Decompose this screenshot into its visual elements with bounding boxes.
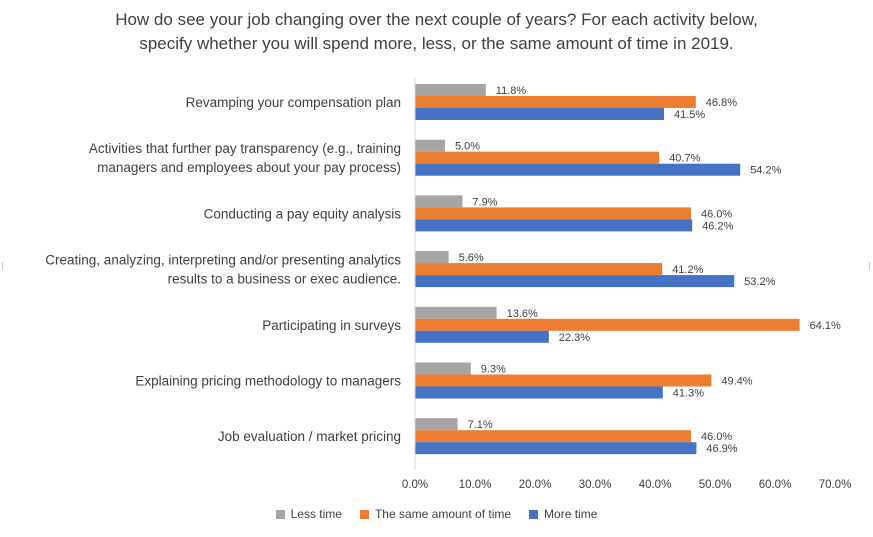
bar-less-time: [415, 362, 471, 375]
legend-label-less-time: Less time: [290, 507, 342, 521]
x-tick-label: 20.0%: [519, 479, 552, 491]
legend-swatch-less-time: [275, 509, 285, 519]
data-label: 41.5%: [674, 109, 705, 121]
category-label: Activities that further pay transparency…: [89, 141, 401, 156]
data-label: 7.9%: [472, 196, 497, 208]
bar-less-time: [415, 251, 449, 264]
x-tick-label: 50.0%: [699, 479, 732, 491]
category-label: Conducting a pay equity analysis: [204, 206, 402, 221]
bar-more-time: [415, 330, 549, 343]
bar-the-same-amount-of-time: [415, 96, 696, 108]
category-label: results to a business or exec audience.: [168, 272, 401, 287]
data-label: 5.6%: [459, 252, 484, 264]
data-label: 54.2%: [750, 165, 781, 177]
data-label: 9.3%: [481, 364, 506, 376]
bar-the-same-amount-of-time: [415, 151, 660, 164]
data-label: 11.8%: [496, 85, 527, 97]
data-label: 40.7%: [669, 153, 700, 165]
data-label: 13.6%: [507, 308, 538, 320]
data-label: 41.2%: [672, 264, 703, 276]
category-label: Creating, analyzing, interpreting and/or…: [45, 253, 401, 268]
x-tick-label: 0.0%: [402, 479, 428, 491]
legend-label-more-time: More time: [544, 507, 598, 521]
bar-more-time: [415, 275, 735, 288]
chart-title-line-2: specify whether you will spend more, les…: [139, 34, 734, 53]
data-label: 46.9%: [706, 443, 737, 455]
data-label: 46.0%: [701, 431, 732, 443]
bar-the-same-amount-of-time: [415, 263, 663, 276]
data-label: 7.1%: [468, 419, 493, 431]
chart-legend: Less time The same amount of time More t…: [0, 507, 873, 521]
bar-less-time: [415, 195, 463, 208]
category-label: Job evaluation / market pricing: [218, 429, 401, 444]
category-label: Revamping your compensation plan: [186, 95, 401, 110]
bar-more-time: [415, 163, 741, 176]
legend-swatch-same-time: [359, 509, 369, 519]
chart-title: How do see your job changing over the ne…: [0, 8, 873, 56]
bar-more-time: [415, 442, 697, 455]
bar-the-same-amount-of-time: [415, 318, 800, 331]
bar-less-time: [415, 139, 445, 152]
chart-title-line-1: How do see your job changing over the ne…: [115, 10, 758, 29]
x-tick-label: 40.0%: [639, 479, 672, 491]
x-tick-label: 30.0%: [579, 479, 612, 491]
data-label: 22.3%: [559, 332, 590, 344]
category-label: managers and employees about your pay pr…: [97, 160, 401, 175]
right-edge-marker: [869, 262, 870, 270]
x-tick-label: 70.0%: [819, 479, 852, 491]
legend-item-more-time: More time: [529, 507, 597, 521]
bar-less-time: [415, 306, 497, 319]
bar-more-time: [415, 108, 664, 120]
data-label: 46.2%: [702, 220, 733, 232]
bar-the-same-amount-of-time: [415, 207, 691, 220]
bar-more-time: [415, 219, 693, 232]
x-tick-label: 10.0%: [459, 479, 492, 491]
data-label: 46.8%: [706, 97, 737, 109]
bar-less-time: [415, 84, 486, 96]
bar-the-same-amount-of-time: [415, 430, 691, 443]
category-label: Participating in surveys: [262, 318, 401, 333]
legend-label-same-time: The same amount of time: [374, 507, 512, 521]
left-edge-marker: [2, 262, 3, 270]
legend-swatch-more-time: [529, 509, 539, 519]
data-label: 41.3%: [673, 388, 704, 400]
data-label: 64.1%: [810, 320, 841, 332]
data-label: 53.2%: [744, 276, 775, 288]
bar-more-time: [415, 386, 663, 399]
data-label: 49.4%: [721, 376, 752, 388]
x-tick-label: 60.0%: [759, 479, 792, 491]
data-label: 5.0%: [455, 141, 480, 153]
category-label: Explaining pricing methodology to manage…: [135, 374, 401, 389]
data-label: 46.0%: [701, 208, 732, 220]
bar-the-same-amount-of-time: [415, 374, 712, 387]
legend-item-less-time: Less time: [275, 507, 342, 521]
bar-less-time: [415, 418, 458, 431]
legend-item-same-time: The same amount of time: [359, 507, 512, 521]
